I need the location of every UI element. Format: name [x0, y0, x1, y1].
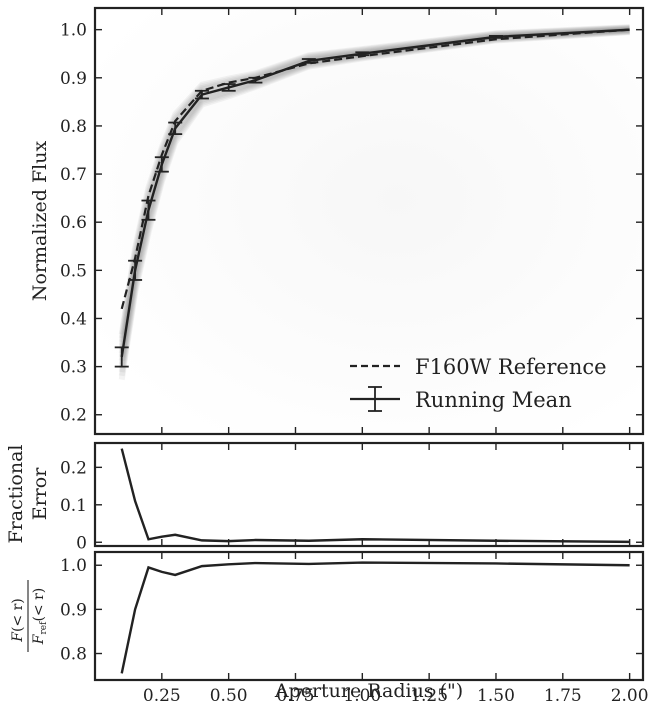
middle-y-axis-label-line2: Error — [29, 467, 51, 520]
bottom-y-axis-label: F(< r) Fref(< r) — [10, 580, 49, 652]
middle-y-axis-label-line1: Fractional — [5, 444, 27, 543]
panel-bottom-frame — [93, 550, 645, 682]
y-tick-label-top: 0.8 — [60, 117, 87, 137]
bottom-plot-area — [95, 552, 643, 680]
error-bar — [128, 259, 143, 281]
realization-band-curve — [118, 25, 630, 350]
error-bar — [194, 89, 209, 100]
x-tick-label: 0.75 — [277, 686, 315, 704]
legend-label-reference: F160W Reference — [415, 355, 607, 379]
y-tick-label-top: 0.4 — [60, 309, 87, 329]
realization-band-curve — [118, 24, 630, 343]
y-tick-label-bottom: 0.8 — [60, 645, 87, 665]
error-bar — [221, 83, 236, 92]
panel-middle-frame — [93, 441, 645, 548]
error-bar — [301, 58, 316, 64]
top-plot-area — [95, 8, 643, 434]
panel-top-frame — [93, 6, 645, 436]
legend: F160W Reference Running Mean — [350, 355, 607, 412]
error-bar — [248, 76, 263, 84]
bottom-ratio-line — [120, 561, 630, 674]
y-tick-label-top: 0.2 — [60, 406, 87, 426]
error-bar — [141, 199, 156, 221]
x-tick-label: 1.50 — [477, 686, 515, 704]
realization-band-curve — [118, 28, 630, 377]
x-tick-label: 1.25 — [410, 686, 448, 704]
y-tick-label-top: 0.6 — [60, 213, 87, 233]
legend-label-running-mean: Running Mean — [415, 388, 572, 412]
y-tick-label-top: 1.0 — [60, 21, 87, 41]
bottom-y-label-numerator: F(< r) — [10, 598, 26, 643]
error-bar — [114, 346, 129, 368]
x-tick-label: 0.50 — [210, 686, 248, 704]
y-tick-label-top: 0.3 — [60, 358, 87, 378]
top-y-axis-label: Normalized Flux — [29, 141, 51, 302]
y-tick-label-top: 0.7 — [60, 165, 87, 185]
y-tick-label-top: 0.5 — [60, 261, 87, 281]
legend-errorbar-sample — [350, 386, 400, 412]
realization-band-curve — [118, 24, 630, 335]
error-bar — [355, 51, 370, 57]
middle-plot-area — [95, 443, 643, 546]
error-bar — [488, 35, 503, 39]
middle-ratio-line — [120, 448, 630, 544]
x-tick-label: 1.75 — [544, 686, 582, 704]
y-tick-label-middle: 0.2 — [60, 458, 87, 478]
panel-top-background — [95, 8, 643, 434]
realization-band-curve — [118, 29, 630, 381]
panel-top — [93, 6, 645, 436]
x-tick-label: 1.00 — [343, 686, 381, 704]
y-tick-label-middle: 0.1 — [60, 496, 87, 516]
y-tick-label-middle: 0 — [76, 533, 87, 553]
f160w-reference-line — [120, 28, 630, 310]
y-tick-label-bottom: 0.9 — [60, 600, 87, 620]
error-bar — [154, 156, 169, 173]
error-bar — [168, 121, 183, 136]
y-tick-label-bottom: 1.0 — [60, 556, 87, 576]
x-tick-label: 2.00 — [611, 686, 648, 704]
x-tick-label: 0.25 — [143, 686, 181, 704]
panel-middle — [93, 441, 645, 548]
x-axis-label: Aperture Radius (") — [274, 680, 463, 702]
bottom-y-label-denominator: Fref(< r) — [31, 588, 49, 645]
panel-bottom — [93, 550, 645, 682]
y-tick-label-top: 0.9 — [60, 69, 87, 89]
